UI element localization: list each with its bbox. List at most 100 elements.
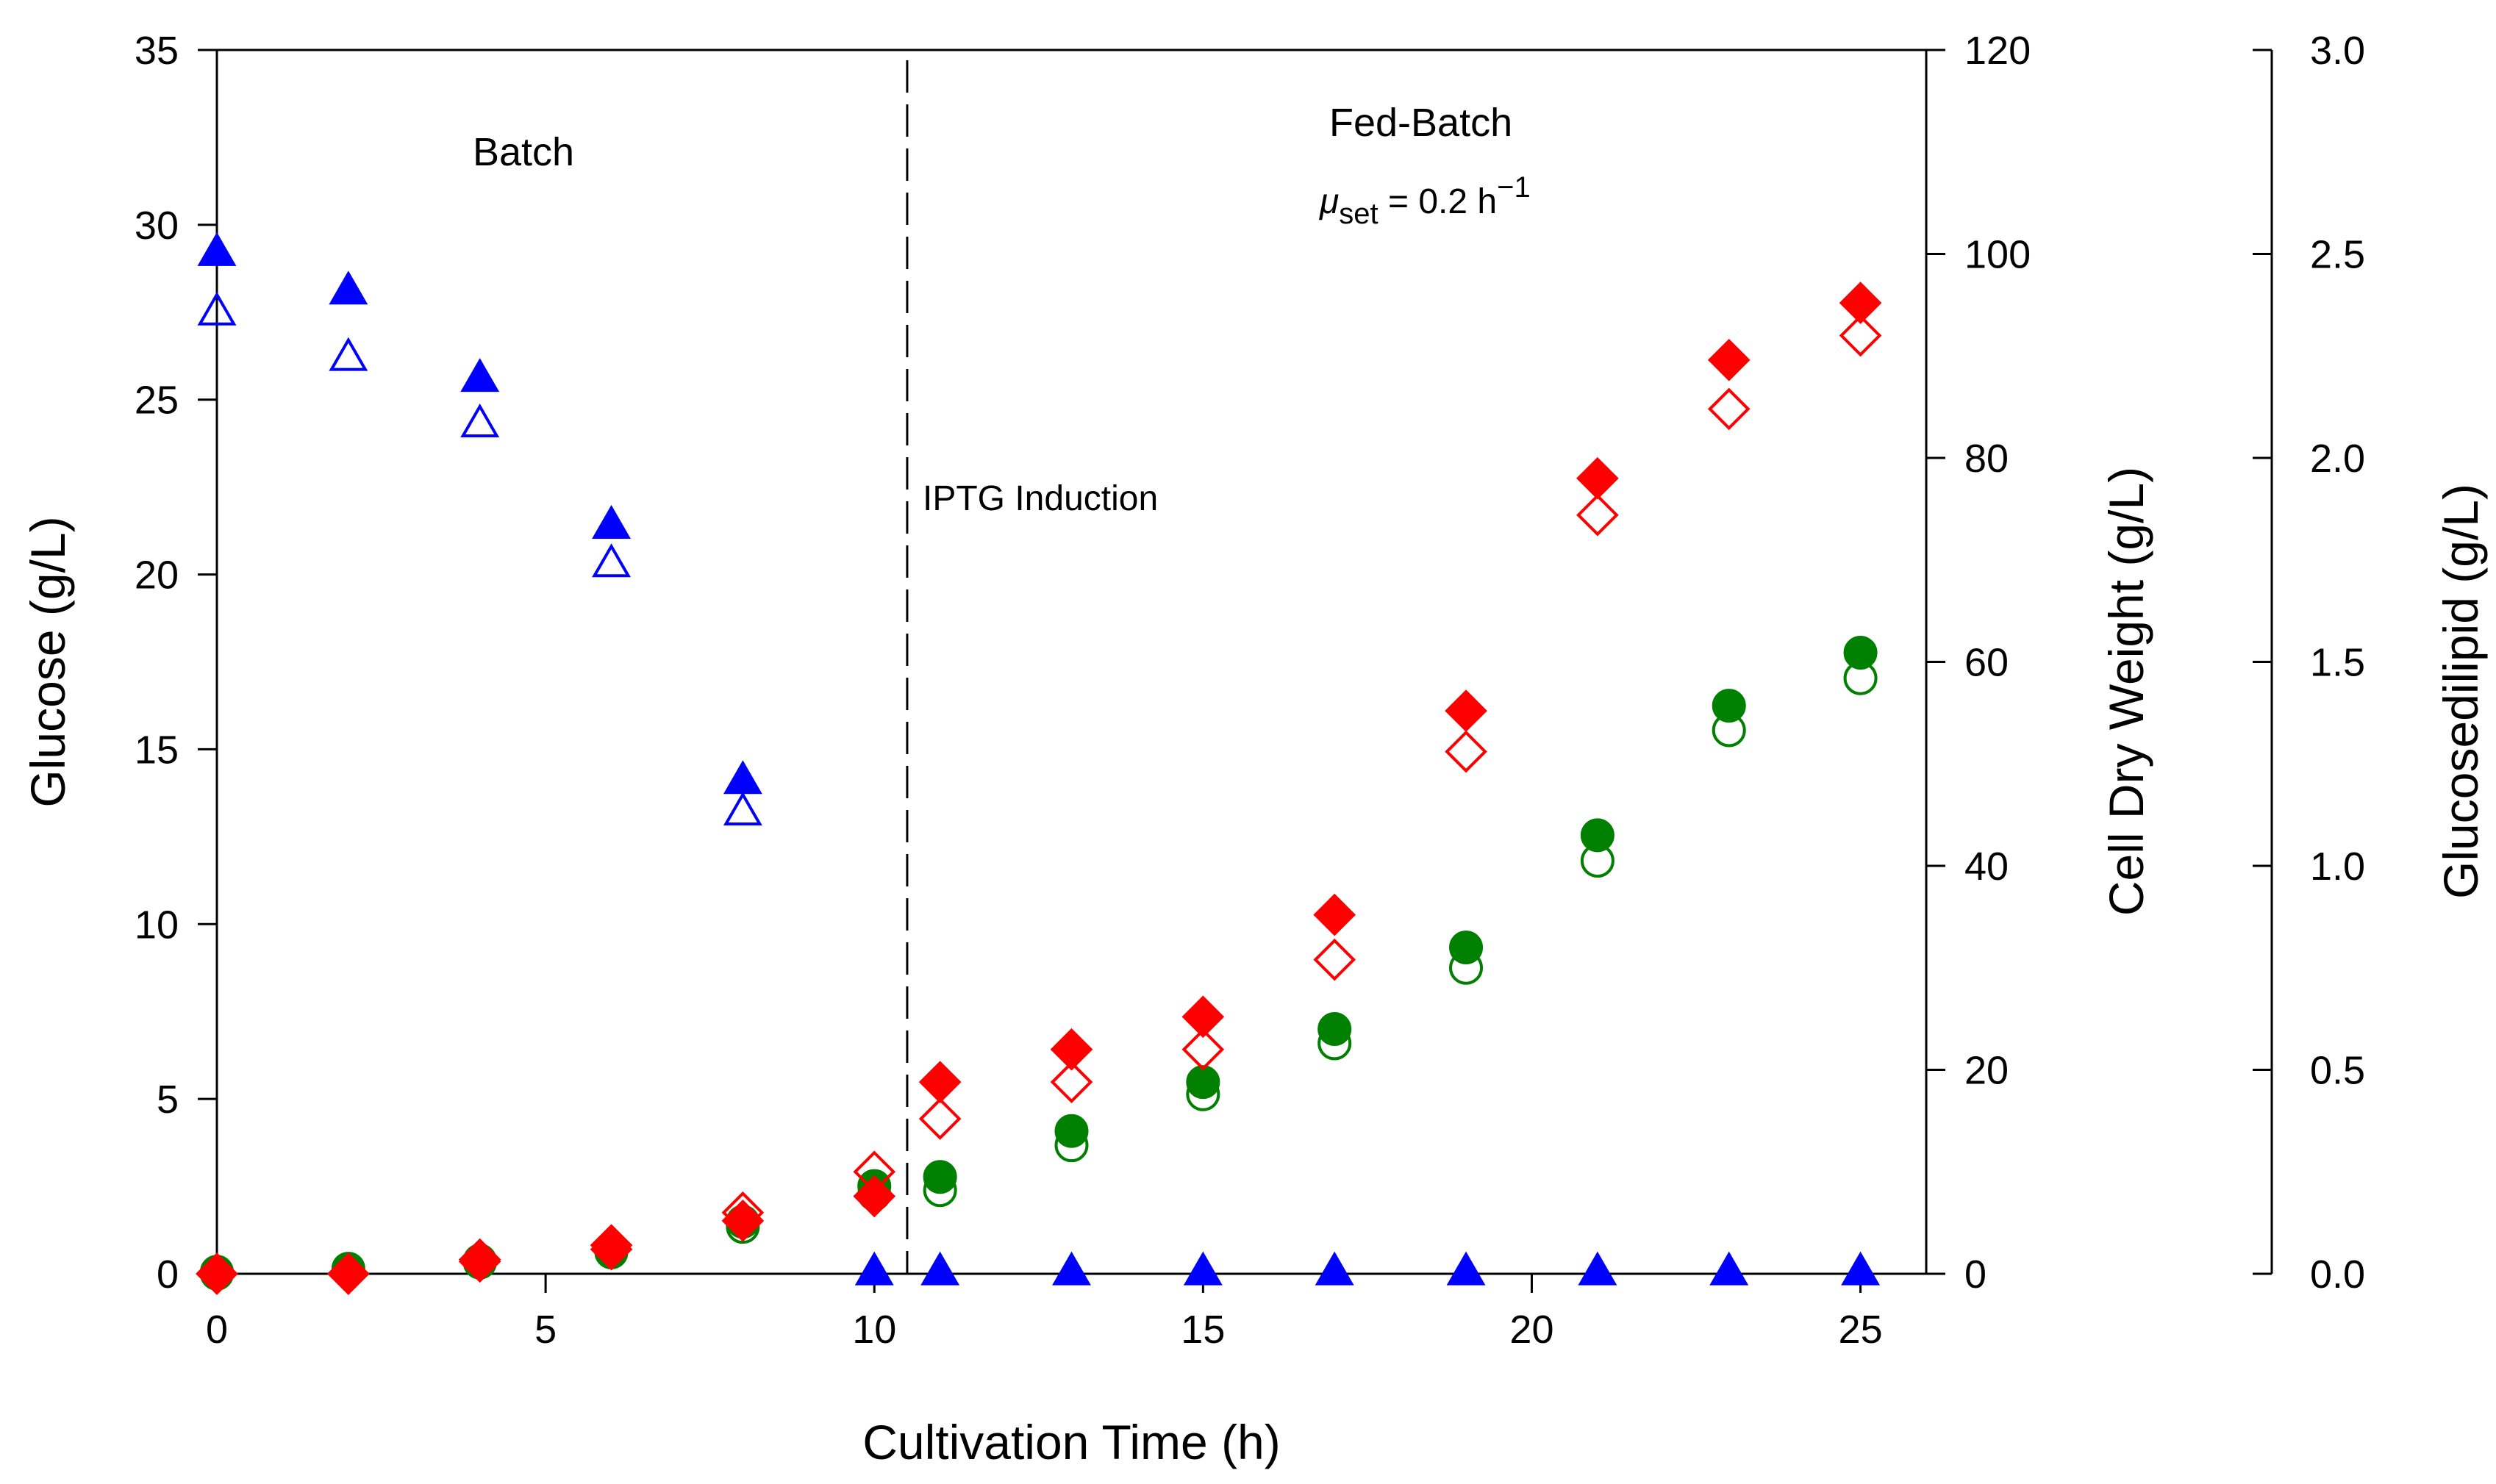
glucosedilipid-diamond-open-point (1181, 1028, 1225, 1071)
glucosedilipid-diamond-filled-point (1313, 893, 1356, 936)
cdw-circle-open-point (923, 1173, 957, 1208)
glucose-triangle-filled-point (1315, 1251, 1354, 1286)
glucosedilipid-diamond-open-point (918, 1097, 962, 1140)
glucose-tick-label: 30 (135, 204, 179, 248)
glucosedilipid-tick-label: 1.5 (2310, 641, 2365, 685)
glucosedilipid-tick-label: 0.5 (2310, 1049, 2365, 1093)
glucose-triangle-filled-point (1446, 1251, 1486, 1286)
glucosedilipid-tick-label: 2.5 (2310, 233, 2365, 277)
glucose-triangle-filled-point (854, 1251, 894, 1286)
glucose-triangle-filled-point (460, 358, 500, 392)
cdw-circle-open-point (1054, 1128, 1089, 1163)
x-tick-label: 25 (1839, 1308, 1883, 1352)
plot-frame (215, 49, 2273, 1275)
glucose-tick-label: 20 (135, 553, 179, 598)
cdw-tick-label: 80 (1964, 437, 2009, 481)
x-tick-label: 0 (206, 1308, 228, 1352)
glucosedilipid-diamond-filled-point (1445, 689, 1487, 732)
glucose-triangle-filled-point (723, 760, 762, 795)
cdw-tick-label: 20 (1964, 1049, 2009, 1093)
glucosedilipid-tick-label: 3.0 (2310, 29, 2365, 73)
glucosedilipid-tick-label: 2.0 (2310, 437, 2365, 481)
glucose-triangle-open-point (329, 337, 368, 371)
glucose-triangle-filled-point (1183, 1251, 1223, 1286)
cdw-axis-title: Cell Dry Weight (g/L) (2099, 467, 2153, 916)
glucosedilipid-diamond-open-point (1050, 1061, 1093, 1103)
glucosedilipid-diamond-filled-point (196, 1252, 238, 1295)
glucose-triangle-open-point (197, 291, 237, 326)
glucose-triangle-filled-point (592, 504, 631, 539)
glucosedilipid-tick-label: 0.0 (2310, 1252, 2365, 1297)
glucose-axis-title: Glucose (g/L) (21, 516, 75, 807)
glucosedilipid-diamond-open-point (1313, 938, 1356, 981)
cdw-circle-filled-point (1712, 689, 1746, 723)
glucose-triangle-filled-point (1052, 1251, 1091, 1286)
glucosedilipid-diamond-open-point (1445, 730, 1487, 773)
fed-batch-label: Fed-Batch (1329, 101, 1512, 145)
glucose-triangle-open-point (460, 404, 500, 438)
mu-set-label: μset = 0.2 h−1 (1318, 171, 1531, 230)
cdw-circle-open-point (1712, 713, 1746, 748)
glucose-tick-label: 5 (157, 1078, 179, 1122)
glucose-tick-label: 0 (157, 1252, 179, 1297)
cdw-circle-open-point (1186, 1077, 1220, 1111)
mu-subscript: set (1339, 198, 1378, 230)
glucosedilipid-diamond-open-point (721, 1191, 765, 1234)
glucosedilipid-diamond-open-point (1707, 387, 1751, 431)
glucosedilipid-tick-label: 1.0 (2310, 845, 2365, 889)
glucosedilipid-diamond-filled-point (853, 1175, 896, 1218)
cdw-circle-open-point (1449, 950, 1484, 985)
glucosedilipid-diamond-filled-point (918, 1061, 962, 1103)
cdw-circle-open-point (1580, 844, 1614, 878)
glucosedilipid-diamond-open-point (196, 1252, 238, 1295)
annotations: Batch Fed-Batch μset = 0.2 h−1 IPTG Indu… (473, 60, 1531, 1274)
x-tick-label: 10 (852, 1308, 896, 1352)
glucose-triangle-open-point (592, 543, 631, 578)
cdw-tick-label: 60 (1964, 641, 2009, 685)
glucose-tick-label: 35 (135, 29, 179, 73)
x-axis-title: Cultivation Time (h) (862, 1415, 1281, 1469)
glucosedilipid-diamond-open-point (853, 1150, 896, 1194)
iptg-induction-label: IPTG Induction (923, 479, 1158, 518)
x-tick-label: 20 (1509, 1308, 1553, 1352)
cdw-tick-label: 100 (1964, 233, 2031, 277)
glucosedilipid-diamond-open-point (1576, 493, 1619, 537)
cdw-circle-open-point (1317, 1026, 1352, 1061)
glucosedilipid-diamond-open-point (1839, 314, 1882, 357)
glucose-triangle-filled-point (1578, 1251, 1617, 1286)
mu-value: = 0.2 h (1378, 182, 1497, 221)
glucosedilipid-diamond-open-point (458, 1240, 501, 1283)
glucosedilipid-diamond-filled-point (1576, 456, 1619, 500)
cdw-circle-filled-point (1580, 818, 1614, 853)
x-tick-label: 5 (534, 1308, 557, 1352)
glucose-triangle-filled-point (1841, 1251, 1881, 1286)
cdw-circle-filled-point (923, 1160, 957, 1194)
glucose-triangle-filled-point (1709, 1251, 1749, 1286)
glucose-tick-label: 10 (135, 903, 179, 947)
cdw-tick-label: 120 (1964, 29, 2031, 73)
glucosedilipid-diamond-open-point (590, 1227, 633, 1271)
glucose-tick-label: 25 (135, 379, 179, 423)
glucose-triangle-open-point (723, 792, 762, 826)
data-series (196, 232, 1882, 1295)
glucose-triangle-filled-point (329, 270, 368, 305)
glucosedilipid-diamond-open-point (327, 1252, 370, 1295)
batch-label: Batch (473, 130, 574, 174)
glucose-triangle-filled-point (197, 232, 237, 266)
mu-superscript: −1 (1497, 171, 1531, 204)
glucose-tick-label: 15 (135, 728, 179, 772)
glucosedilipid-diamond-filled-point (590, 1224, 633, 1266)
glucosedilipid-diamond-filled-point (1050, 1028, 1093, 1071)
cdw-circle-open-point (1843, 661, 1878, 695)
glucose-triangle-filled-point (920, 1251, 960, 1286)
x-tick-label: 15 (1181, 1308, 1225, 1352)
glucosedilipid-diamond-filled-point (721, 1200, 765, 1242)
mu-symbol: μ (1318, 182, 1339, 221)
axis-titles: Cultivation Time (h) Glucose (g/L) Cell … (21, 467, 2488, 1469)
glucosedilipid-axis-title: Glucosedilipid (g/L) (2434, 484, 2488, 899)
cdw-tick-label: 40 (1964, 845, 2009, 889)
cdw-tick-label: 0 (1964, 1252, 1987, 1297)
glucosedilipid-diamond-filled-point (1839, 282, 1882, 324)
cdw-circle-filled-point (1843, 636, 1878, 670)
